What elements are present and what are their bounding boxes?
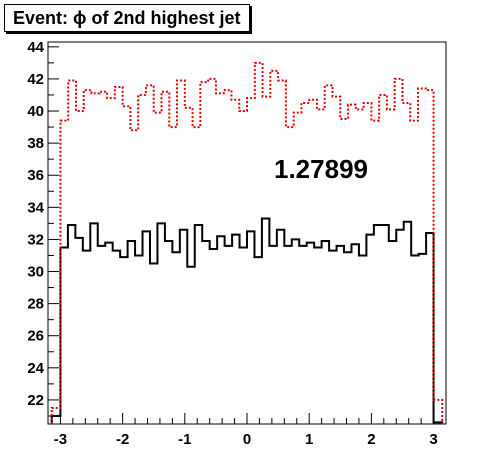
y-tick-label: 34: [27, 199, 44, 216]
x-tick-label: 2: [367, 431, 375, 448]
y-tick-label: 28: [27, 296, 44, 313]
y-tick-label: 44: [27, 39, 44, 56]
y-tick-label: 24: [27, 360, 44, 377]
annotation-text: 1.27899: [274, 154, 368, 184]
y-tick-label: 22: [27, 392, 44, 409]
y-tick-label: 42: [27, 71, 44, 88]
y-tick-label: 30: [27, 264, 44, 281]
chart-title: Event: ϕ of 2nd highest jet: [4, 4, 250, 32]
x-tick-label: 1: [305, 431, 313, 448]
x-tick-label: -1: [178, 431, 191, 448]
series-layer: [50, 61, 444, 424]
x-tick-label: -3: [54, 431, 67, 448]
y-tick-label: 26: [27, 328, 44, 345]
x-axis: -3 -2 -1 0 1 2 3: [47, 413, 447, 448]
y-tick-label: 38: [27, 135, 44, 152]
x-tick-label: 0: [243, 431, 251, 448]
x-tick-label: -2: [116, 431, 129, 448]
y-tick-label: 40: [27, 103, 44, 120]
y-tick-label: 32: [27, 231, 44, 248]
y-tick-label: 36: [27, 167, 44, 184]
histogram-series-1: [50, 217, 444, 424]
y-axis: 22 24 26 28 30 32 34 36 38 40 42 44: [27, 39, 59, 417]
x-tick-label: 3: [429, 431, 437, 448]
